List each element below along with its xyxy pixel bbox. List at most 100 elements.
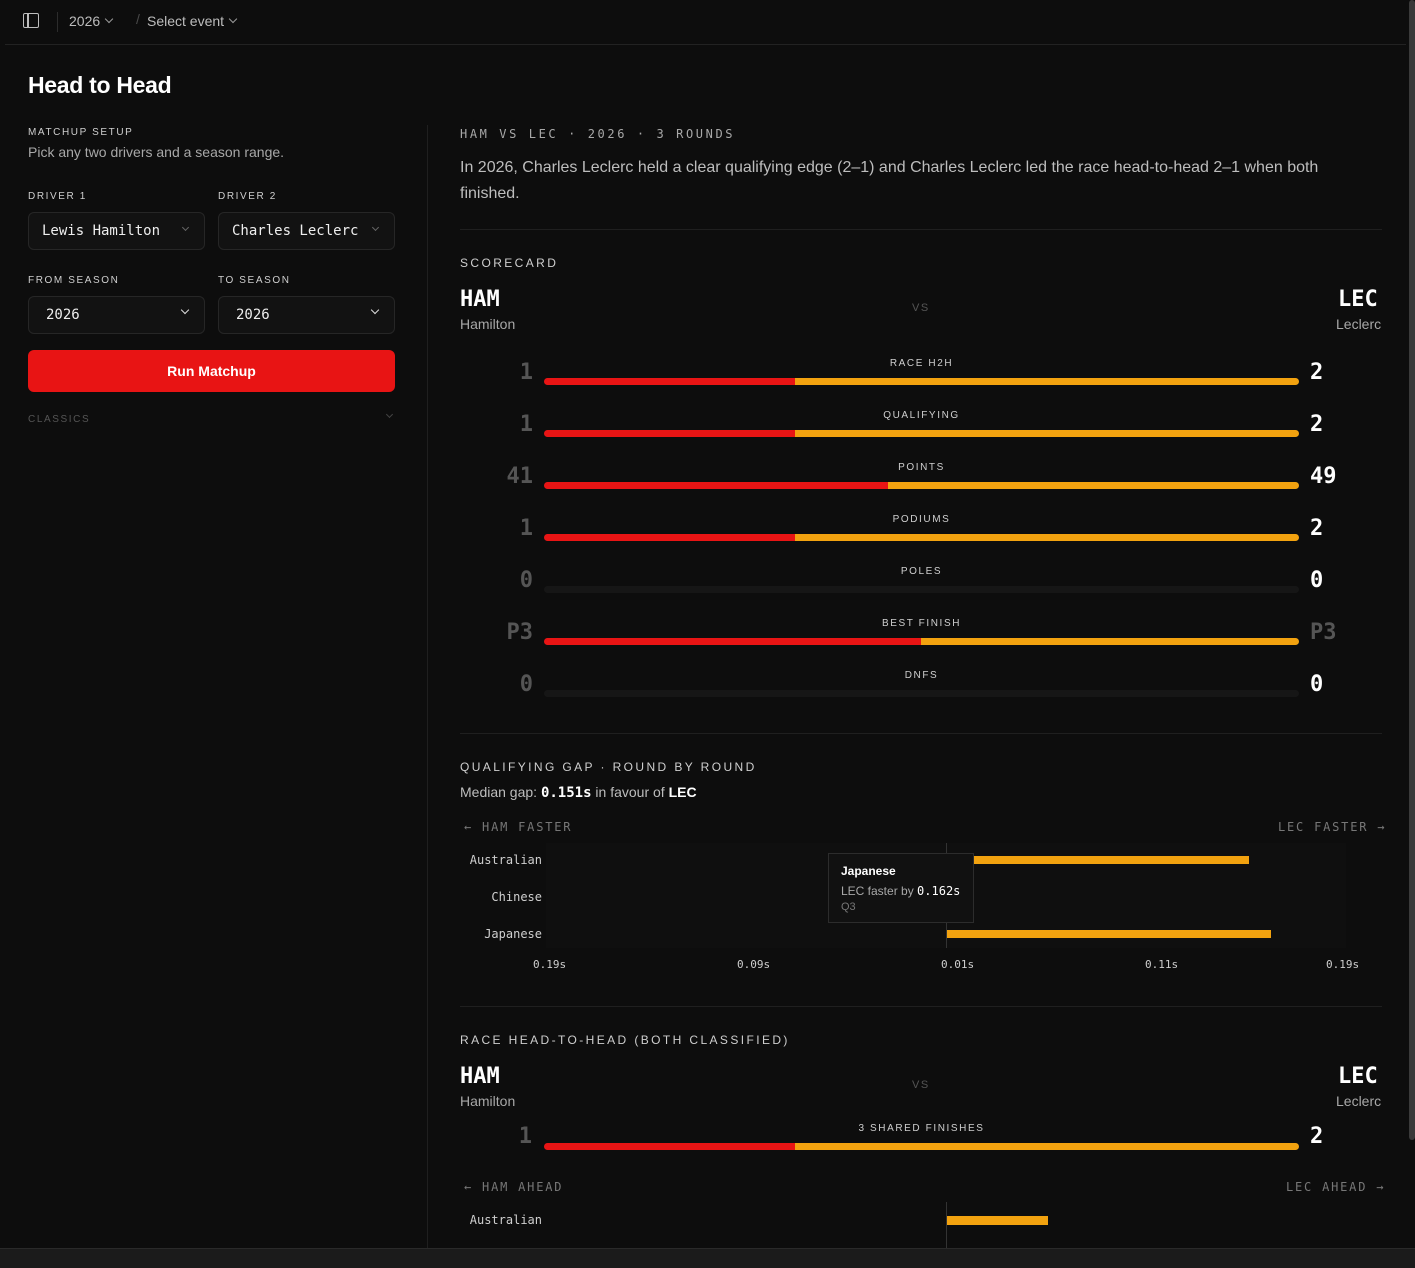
scorecard-row-label: RACE H2H: [889, 358, 954, 369]
classics-label: CLASSICS: [28, 414, 91, 425]
panel-divider: [427, 125, 428, 1248]
lec-value: 2: [1310, 412, 1324, 437]
bottom-bar: [0, 1248, 1415, 1268]
scorecard-bar: [544, 690, 1299, 697]
to-season-label: TO SEASON: [218, 275, 291, 286]
ham-share-bar: [544, 482, 888, 489]
classics-toggle[interactable]: CLASSICS: [28, 410, 395, 428]
race-h2h-heading: RACE HEAD-TO-HEAD (BOTH CLASSIFIED): [460, 1033, 790, 1047]
ham-value: 41: [506, 464, 534, 489]
ham-ahead-label: ← HAM AHEAD: [464, 1180, 564, 1194]
median-mid: in favour of: [595, 784, 665, 800]
left-driver-code: HAM: [460, 1064, 500, 1089]
ham-value: 1: [519, 516, 533, 541]
chevron-down-icon: [385, 410, 394, 419]
event-label: Select event: [147, 13, 225, 29]
chevron-down-icon: [180, 305, 190, 315]
scorecard-bar: [544, 430, 1299, 437]
lec-share-bar: [888, 482, 1299, 489]
scorecard-row-label: POINTS: [898, 462, 945, 473]
sidebar-toggle-icon[interactable]: [23, 13, 39, 28]
vs-label: VS: [912, 302, 930, 314]
driver2-value: Charles Leclerc: [232, 223, 359, 239]
lec-share-bar: [795, 1143, 1299, 1150]
driver1-select[interactable]: Lewis Hamilton: [28, 212, 205, 250]
x-tick-label: 0.19s: [533, 958, 567, 971]
driver2-select[interactable]: Charles Leclerc: [218, 212, 395, 250]
lec-share-bar: [795, 430, 1299, 437]
scrollbar[interactable]: [1409, 0, 1415, 1140]
ham-faster-label: ← HAM FASTER: [464, 820, 573, 834]
divider: [57, 12, 58, 32]
median-prefix: Median gap:: [460, 784, 538, 800]
ham-share-bar: [544, 534, 795, 541]
scorecard-row-label: QUALIFYING: [883, 410, 960, 421]
matchup-meta: HAM VS LEC · 2026 · 3 ROUNDS: [460, 127, 736, 141]
x-tick-label: 0.19s: [1326, 958, 1360, 971]
divider: [460, 733, 1382, 734]
lec-race-count: 2: [1310, 1124, 1324, 1149]
lec-share-bar: [795, 378, 1299, 385]
median-driver: LEC: [668, 784, 697, 800]
chevron-down-icon: [181, 223, 190, 232]
right-driver-name: Leclerc: [1336, 316, 1382, 332]
chart-tooltip: Japanese LEC faster by 0.162s Q3: [828, 853, 974, 923]
from-season-select[interactable]: 2026: [28, 296, 205, 334]
scorecard-heading: SCORECARD: [460, 256, 559, 270]
ham-race-count: 1: [518, 1124, 532, 1149]
qualifying-gap-bar[interactable]: [947, 930, 1271, 938]
lec-value: 0: [1310, 672, 1324, 697]
driver1-value: Lewis Hamilton: [42, 223, 161, 239]
year-dropdown[interactable]: 2026: [69, 12, 114, 30]
lec-share-bar: [795, 534, 1299, 541]
ham-share-bar: [544, 430, 795, 437]
right-driver-code: LEC: [1338, 1064, 1378, 1089]
chevron-down-icon: [228, 14, 238, 24]
left-driver-code: HAM: [460, 287, 500, 312]
chevron-down-icon: [370, 305, 380, 315]
tooltip-prefix: LEC faster by: [841, 884, 914, 898]
race-gap-bar: [947, 1216, 1048, 1225]
scorecard-row-label: DNFS: [904, 670, 939, 681]
from-season-value: 2026: [46, 307, 80, 323]
ham-value: 1: [519, 412, 533, 437]
qualifying-gap-bar[interactable]: [947, 856, 1249, 864]
zero-line: [946, 1202, 947, 1248]
event-dropdown[interactable]: Select event: [147, 12, 238, 30]
scorecard-row-label: BEST FINISH: [881, 618, 962, 629]
tooltip-title: Japanese: [841, 864, 896, 878]
qualifying-gap-heading: QUALIFYING GAP · ROUND BY ROUND: [460, 760, 757, 774]
tooltip-session: Q3: [841, 901, 856, 913]
tooltip-value: 0.162s: [917, 884, 961, 898]
right-driver-name: Leclerc: [1336, 1093, 1382, 1109]
lec-value: 0: [1310, 568, 1324, 593]
tooltip-detail: LEC faster by 0.162s: [841, 884, 961, 898]
ham-value: 0: [519, 568, 533, 593]
scorecard-bar: [544, 534, 1299, 541]
race-round-label: Australian: [469, 1213, 542, 1227]
lec-faster-label: LEC FASTER →: [1278, 820, 1387, 834]
lec-ahead-label: LEC AHEAD →: [1286, 1180, 1386, 1194]
driver1-label: DRIVER 1: [28, 191, 87, 202]
lec-value: 2: [1310, 516, 1324, 541]
x-tick-label: 0.09s: [737, 958, 771, 971]
left-driver-name: Hamilton: [460, 316, 516, 332]
scorecard-bar: [544, 586, 1299, 593]
x-tick-label: 0.11s: [1145, 958, 1179, 971]
year-label: 2026: [69, 13, 101, 29]
vs-label: VS: [912, 1079, 930, 1091]
to-season-select[interactable]: 2026: [218, 296, 395, 334]
driver2-label: DRIVER 2: [218, 191, 277, 202]
chevron-down-icon: [104, 14, 114, 24]
ham-value: P3: [506, 620, 534, 645]
ham-share-bar: [544, 1143, 795, 1150]
shared-finishes-label: 3 SHARED FINISHES: [858, 1123, 985, 1134]
divider: [460, 229, 1382, 230]
ham-share-bar: [544, 638, 922, 645]
matchup-summary: In 2026, Charles Leclerc held a clear qu…: [460, 159, 1319, 202]
ham-value: 0: [519, 672, 533, 697]
matchup-setup-subtitle: Pick any two drivers and a season range.: [28, 144, 285, 160]
lec-value: 2: [1310, 360, 1324, 385]
page-title: Head to Head: [28, 72, 172, 98]
run-matchup-button[interactable]: Run Matchup: [28, 350, 395, 392]
